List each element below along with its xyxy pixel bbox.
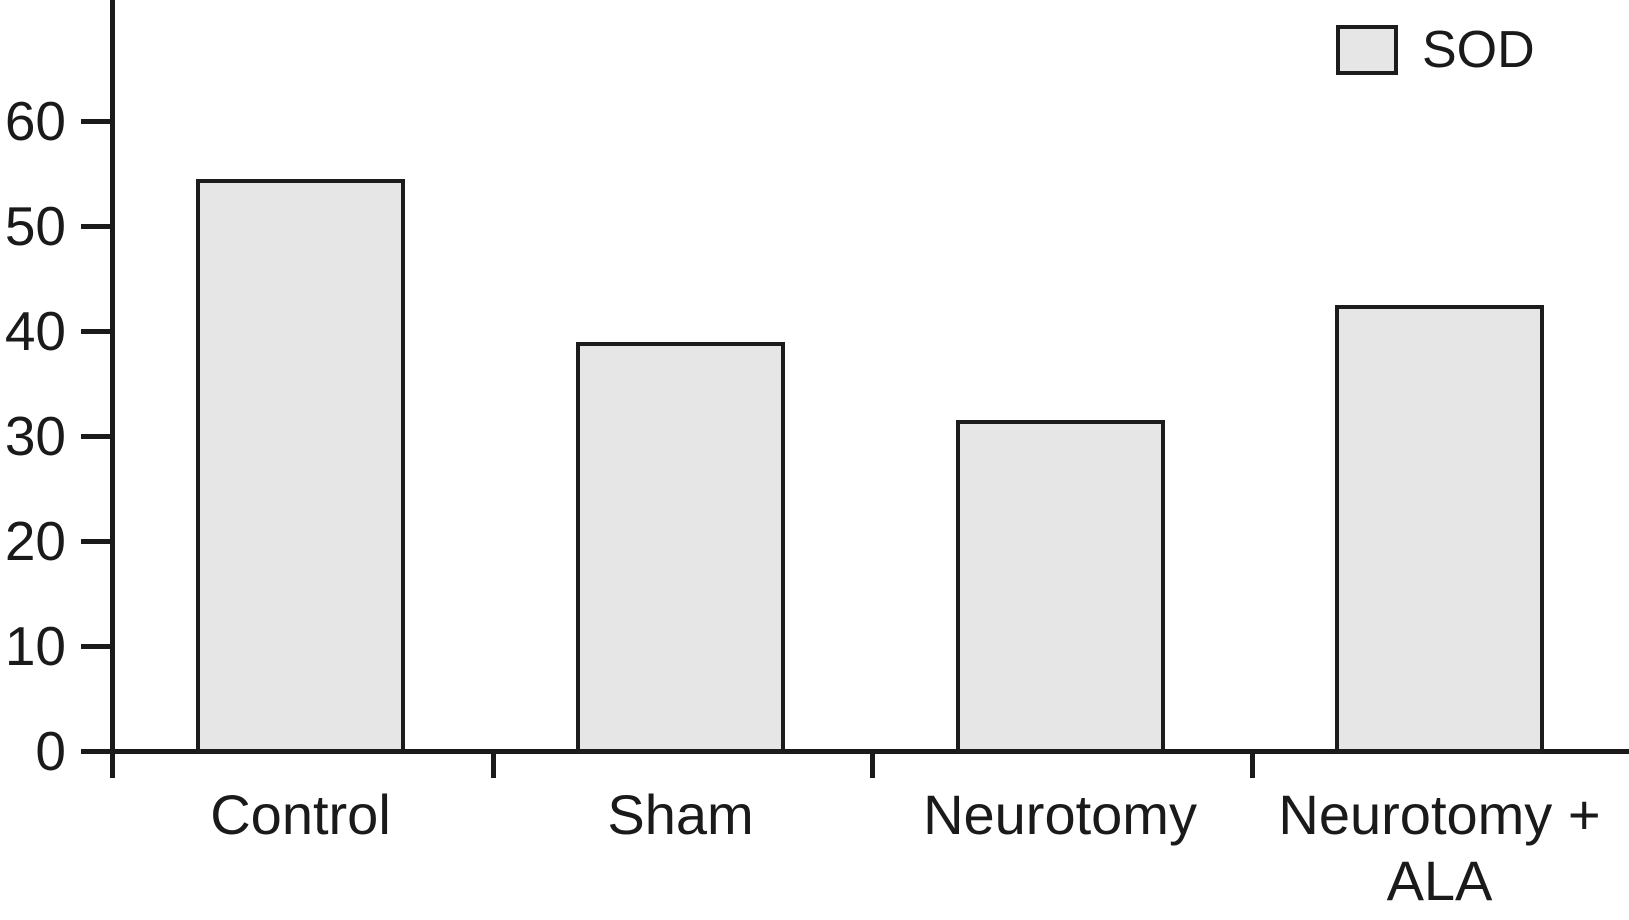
y-tick-label-20: 20 bbox=[4, 510, 66, 572]
x-category-label-neurotomy-ala: Neurotomy + ALA bbox=[1278, 783, 1601, 912]
y-tick-mark-20 bbox=[81, 539, 110, 544]
y-tick-label-0: 0 bbox=[35, 720, 66, 782]
x-tick-mark-2 bbox=[870, 751, 875, 778]
x-axis-line bbox=[108, 749, 1629, 754]
x-tick-mark-3 bbox=[1250, 751, 1255, 778]
x-category-label-neurotomy: Neurotomy bbox=[923, 783, 1197, 846]
y-tick-mark-10 bbox=[81, 644, 110, 649]
y-tick-mark-30 bbox=[81, 434, 110, 439]
bar-control bbox=[196, 178, 405, 753]
bar-sham bbox=[576, 341, 785, 753]
legend-label-sod: SOD bbox=[1422, 21, 1535, 79]
y-tick-label-50: 50 bbox=[4, 195, 66, 257]
legend-swatch-sod bbox=[1336, 25, 1398, 75]
bar-neurotomy bbox=[955, 420, 1165, 753]
y-tick-mark-0 bbox=[81, 749, 110, 754]
x-category-label-control: Control bbox=[210, 783, 391, 846]
x-tick-mark-1 bbox=[491, 751, 496, 778]
y-tick-label-30: 30 bbox=[4, 405, 66, 467]
y-tick-mark-50 bbox=[81, 224, 110, 229]
bar-neurotomy-ala bbox=[1335, 304, 1544, 753]
legend: SOD bbox=[1336, 24, 1535, 76]
y-axis-line bbox=[110, 0, 115, 778]
y-tick-mark-40 bbox=[81, 329, 110, 334]
y-tick-label-40: 40 bbox=[4, 300, 66, 362]
y-tick-label-60: 60 bbox=[4, 90, 66, 152]
y-tick-mark-60 bbox=[81, 119, 110, 124]
x-tick-mark-0 bbox=[110, 751, 115, 778]
x-category-label-sham: Sham bbox=[607, 783, 754, 846]
y-tick-label-10: 10 bbox=[4, 615, 66, 677]
